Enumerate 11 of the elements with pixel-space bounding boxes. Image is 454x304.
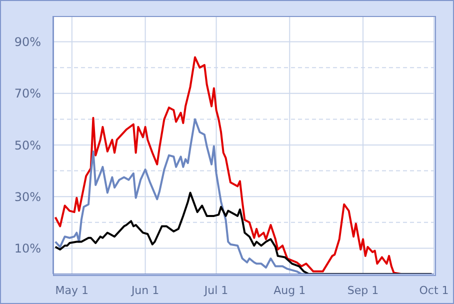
x-tick-label: Jul 1 xyxy=(203,284,228,297)
x-tick-label: Sep 1 xyxy=(347,284,379,297)
y-tick-label: 70% xyxy=(14,86,41,101)
x-tick-label: Aug 1 xyxy=(274,284,306,297)
y-tick-label: 50% xyxy=(14,138,41,152)
y-tick-label: 90% xyxy=(14,35,41,50)
x-tick-label: May 1 xyxy=(55,284,89,297)
y-tick-label: 30% xyxy=(14,190,41,204)
x-tick-label: Oct 1 xyxy=(419,284,449,297)
x-tick-label: Jun 1 xyxy=(130,284,160,297)
y-tick-label: 10% xyxy=(14,241,41,256)
